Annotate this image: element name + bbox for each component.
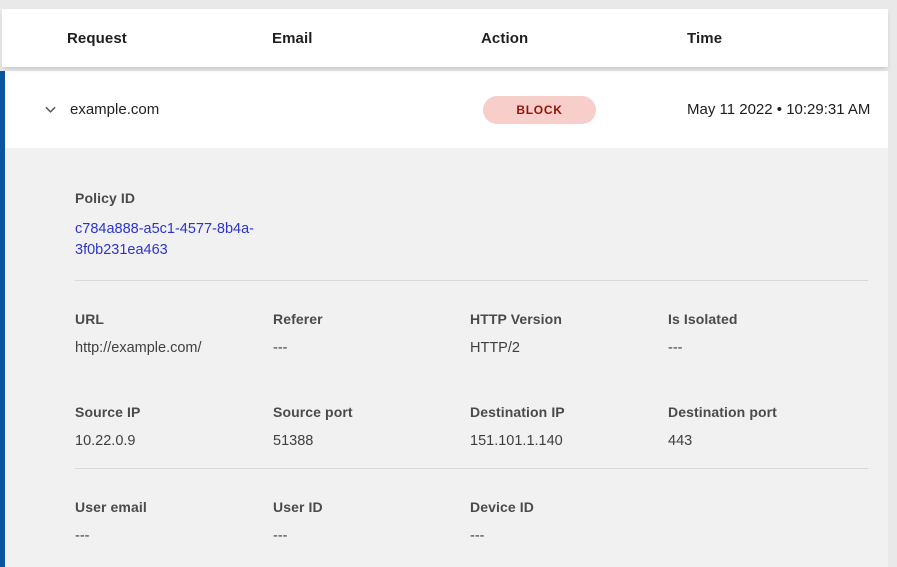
field-source-port: Source port 51388 [273,404,353,449]
chevron-down-icon[interactable] [42,102,58,118]
table-header: Request Email Action Time [2,9,888,67]
field-http-version: HTTP Version HTTP/2 [470,311,562,356]
log-row[interactable]: example.com BLOCK May 11 2022 • 10:29:31… [0,71,888,148]
gateway-logs-page: Request Email Action Time example.com BL… [0,9,897,567]
column-header-request: Request [67,29,127,47]
action-cell: BLOCK [481,95,687,124]
request-cell: example.com [70,101,160,118]
column-header-action: Action [481,29,529,47]
column-header-email: Email [272,29,313,47]
field-user-email: User email --- [75,499,147,544]
field-url: URL http://example.com/ [75,311,202,356]
time-cell: May 11 2022 • 10:29:31 AM [687,100,871,118]
policy-id-link[interactable]: c784a888-a5c1-4577-8b4a-3f0b231ea463 [75,221,254,258]
field-source-ip: Source IP 10.22.0.9 [75,404,141,449]
field-destination-ip: Destination IP 151.101.1.140 [470,404,565,449]
divider [75,468,868,469]
field-policy-id: Policy ID c784a888-a5c1-4577-8b4a-3f0b23… [75,190,868,261]
request-fields-grid: URL http://example.com/ Referer --- HTTP… [75,311,868,449]
row-details-panel: Policy ID c784a888-a5c1-4577-8b4a-3f0b23… [0,148,888,567]
field-is-isolated: Is Isolated --- [668,311,738,356]
user-fields-grid: User email --- User ID --- Device ID --- [75,499,868,544]
column-header-time: Time [687,29,723,47]
policy-id-label: Policy ID [75,190,136,206]
field-user-id: User ID --- [273,499,323,544]
divider [75,280,868,281]
block-badge: BLOCK [483,95,596,124]
field-device-id: Device ID --- [470,499,534,544]
field-destination-port: Destination port 443 [668,404,777,449]
field-empty [668,499,868,544]
field-referer: Referer --- [273,311,323,356]
